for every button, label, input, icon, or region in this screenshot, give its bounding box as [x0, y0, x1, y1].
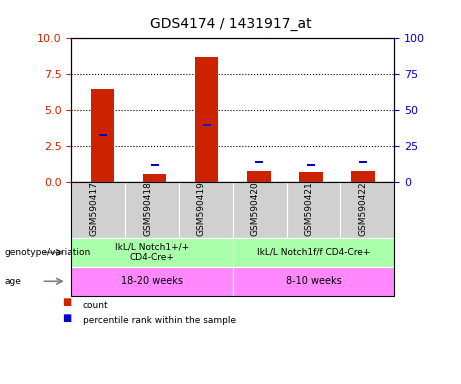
- Bar: [151, 164, 159, 166]
- Text: GSM590421: GSM590421: [304, 181, 313, 236]
- Bar: [351, 171, 375, 182]
- Text: count: count: [83, 301, 109, 310]
- Text: IkL/L Notch1f/f CD4-Cre+: IkL/L Notch1f/f CD4-Cre+: [257, 248, 370, 257]
- Text: GDS4174 / 1431917_at: GDS4174 / 1431917_at: [150, 17, 311, 31]
- Text: ■: ■: [62, 297, 71, 307]
- Bar: [307, 164, 315, 166]
- Text: GSM590417: GSM590417: [89, 181, 98, 236]
- Text: age: age: [5, 277, 22, 286]
- Text: GSM590422: GSM590422: [358, 182, 367, 236]
- Text: GSM590420: GSM590420: [251, 181, 260, 236]
- Bar: [99, 134, 106, 136]
- Text: percentile rank within the sample: percentile rank within the sample: [83, 316, 236, 325]
- Text: GSM590418: GSM590418: [143, 181, 152, 236]
- Bar: [255, 161, 263, 163]
- Text: ■: ■: [62, 313, 71, 323]
- Bar: [359, 161, 367, 163]
- Text: genotype/variation: genotype/variation: [5, 248, 91, 257]
- Text: 18-20 weeks: 18-20 weeks: [121, 276, 183, 286]
- Text: 8-10 weeks: 8-10 weeks: [286, 276, 341, 286]
- Bar: [299, 172, 323, 182]
- Bar: [143, 174, 166, 182]
- Text: GSM590419: GSM590419: [197, 181, 206, 236]
- Bar: [203, 124, 211, 126]
- Bar: [91, 89, 114, 182]
- Bar: [195, 57, 219, 182]
- Bar: [247, 171, 271, 182]
- Text: IkL/L Notch1+/+
CD4-Cre+: IkL/L Notch1+/+ CD4-Cre+: [115, 243, 189, 262]
